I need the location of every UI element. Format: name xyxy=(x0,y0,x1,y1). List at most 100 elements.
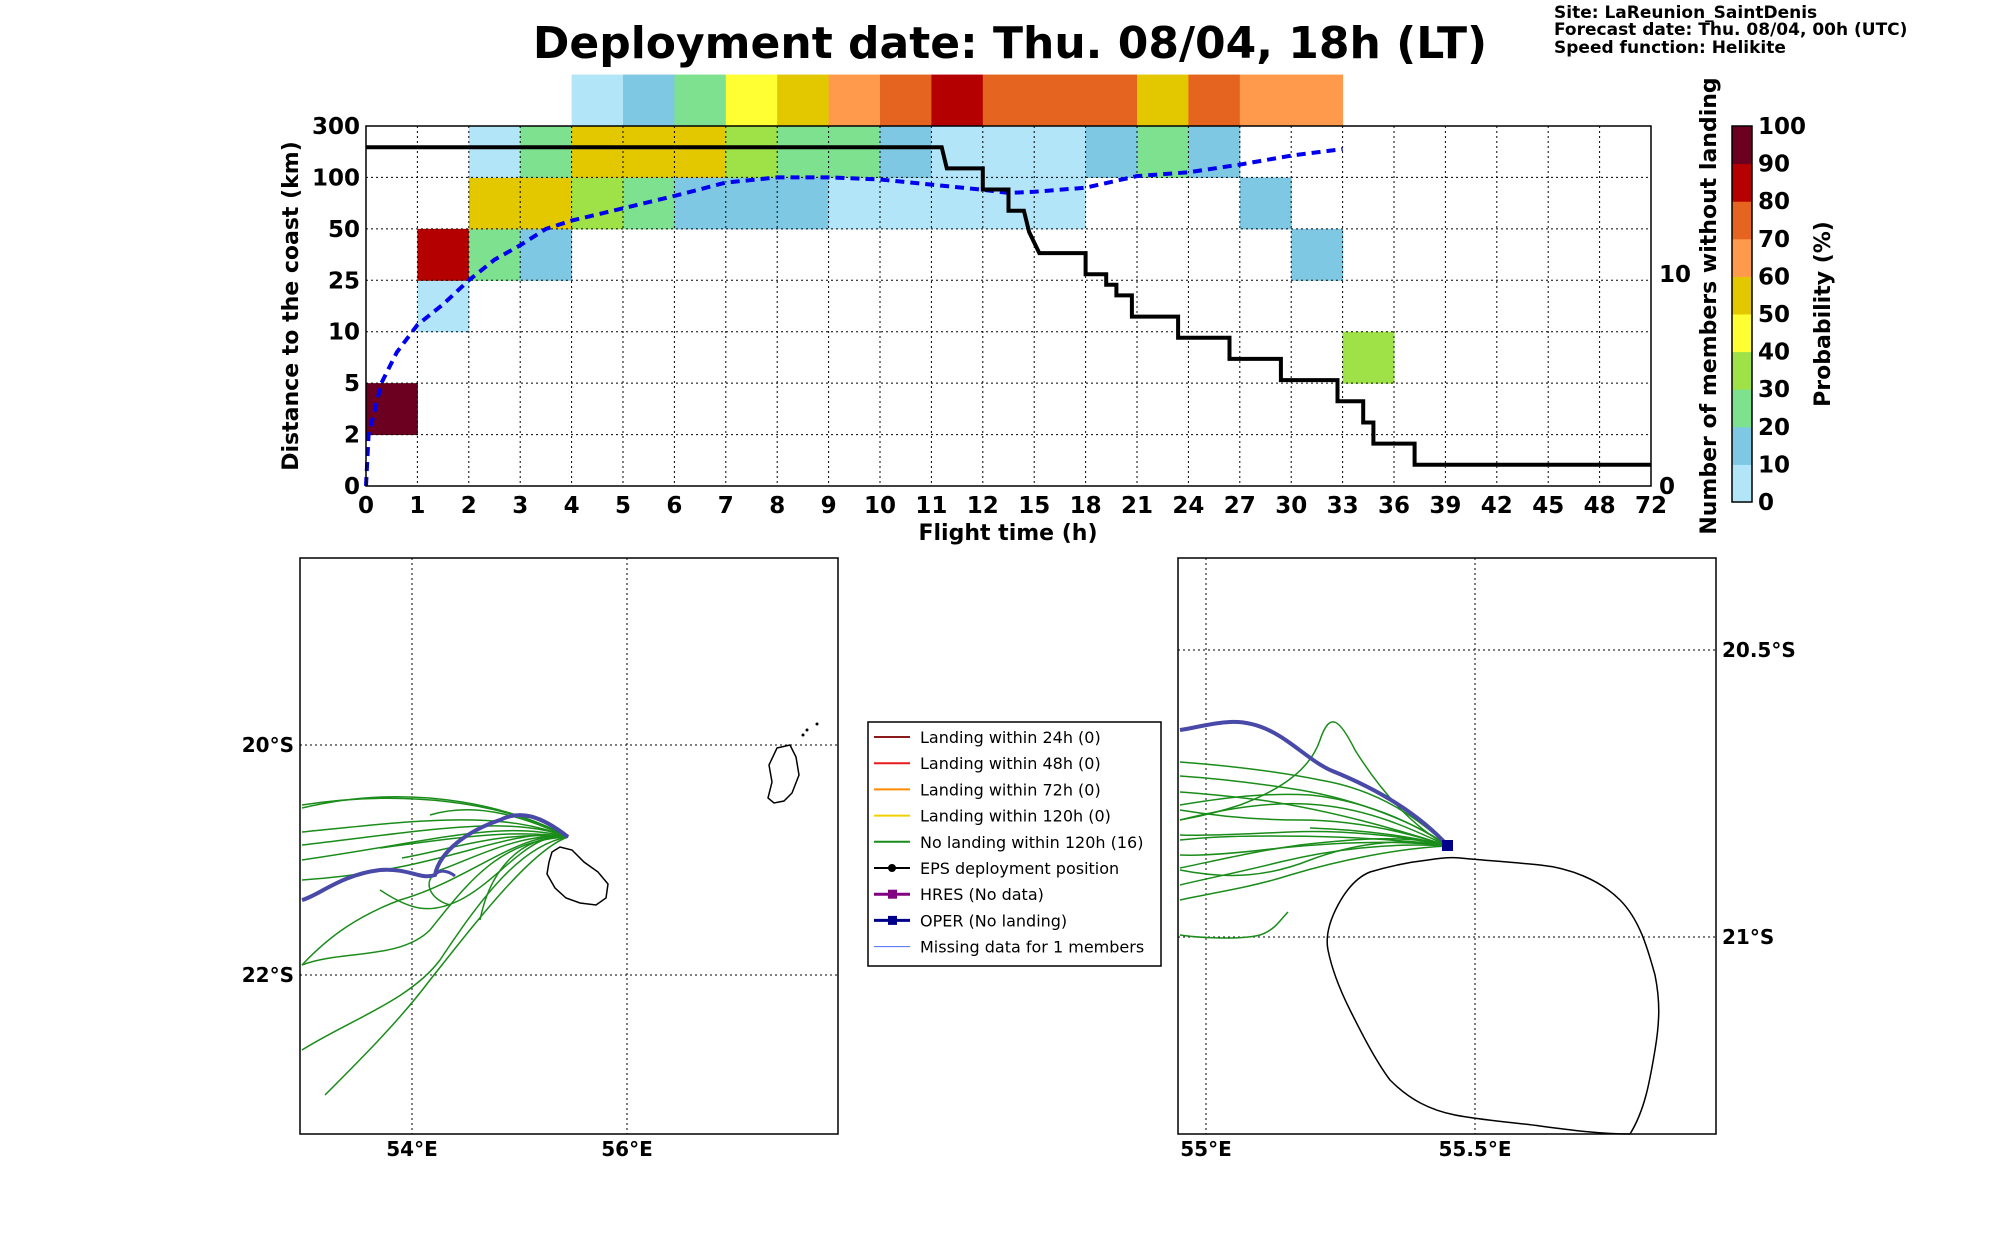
colorbar-tick-label: 100 xyxy=(1758,114,1806,140)
heatmap-cell xyxy=(1188,74,1241,127)
colorbar-bin xyxy=(1732,276,1752,315)
x-tick-label: 1 xyxy=(409,493,425,519)
x-tick-label: 27 xyxy=(1224,493,1256,519)
site-label: Site: LaReunion_SaintDenis xyxy=(1554,3,1817,23)
y-tick-label: 5 xyxy=(344,371,360,397)
x-tick-label: 72 xyxy=(1635,493,1667,519)
y2-tick-label: 10 xyxy=(1659,262,1691,288)
legend: Landing within 24h (0) Landing within 48h… xyxy=(867,721,1162,967)
heatmap-cell xyxy=(623,74,675,127)
colorbar-bin xyxy=(1732,464,1752,503)
heatmap-cell xyxy=(571,74,624,127)
heatmap-cell xyxy=(520,177,573,230)
heatmap-cell xyxy=(982,74,1035,127)
left-map-ensemble-tracks xyxy=(301,796,569,1096)
x-tick-label: 3 xyxy=(512,493,528,519)
heatmap-cell xyxy=(520,126,573,178)
heatmap-cell xyxy=(828,177,881,230)
heatmap-cell xyxy=(623,126,675,178)
islet-marker xyxy=(801,733,805,737)
figure-title: Deployment date: Thu. 08/04, 18h (LT) xyxy=(533,18,1487,69)
x-tick-label: 15 xyxy=(1018,493,1050,519)
heatmap-cell xyxy=(1239,177,1292,230)
right-map-ensemble-tracks xyxy=(1179,721,1449,939)
heatmap-cell xyxy=(982,126,1035,178)
heatmap-cell xyxy=(1137,74,1189,127)
right-map-lat-tick: 20.5°S xyxy=(1722,638,1796,662)
legend-label: HRES (No data) xyxy=(920,885,1044,904)
x-tick-label: 2 xyxy=(461,493,477,519)
heatmap-cell xyxy=(1137,126,1189,178)
colorbar: 0 10 20 30 40 50 60 70 80 90 100 Probability (%) xyxy=(1731,114,1836,516)
heatmap-cell xyxy=(468,126,521,178)
colorbar-tick-label: 10 xyxy=(1758,452,1790,478)
x-tick-label: 33 xyxy=(1327,493,1359,519)
colorbar-label: Probability (%) xyxy=(1811,221,1836,407)
left-map: 54°E 56°E 20°S 22°S xyxy=(242,557,839,1161)
legend-label: Landing within 24h (0) xyxy=(920,728,1101,747)
y-tick-label: 300 xyxy=(312,114,360,140)
x-tick-label: 36 xyxy=(1378,493,1410,519)
x-tick-label: 0 xyxy=(358,493,374,519)
heatmap-grid xyxy=(366,126,1651,486)
right-map-oper-track xyxy=(1179,719,1450,848)
islet-marker xyxy=(815,722,819,726)
right-map-lat-tick: 21°S xyxy=(1722,925,1774,949)
median-distance-line xyxy=(364,147,1343,487)
x-tick-label: 11 xyxy=(915,493,947,519)
right-map-gridlines xyxy=(1178,558,1716,1134)
colorbar-tick-labels: 0 10 20 30 40 50 60 70 80 90 100 xyxy=(1758,114,1806,516)
heatmap-cell xyxy=(1034,126,1087,178)
y2-tick-labels: 0 10 xyxy=(1659,262,1691,500)
x-tick-label: 48 xyxy=(1584,493,1616,519)
x-tick-label: 9 xyxy=(821,493,837,519)
heatmap-cell xyxy=(777,126,830,178)
heatmap-cell xyxy=(725,126,778,178)
heatmap-cells xyxy=(366,74,1395,436)
right-map-frame xyxy=(1177,557,1717,1135)
y-axis-label: Distance to the coast (km) xyxy=(279,141,304,471)
left-map-area xyxy=(300,558,838,1134)
forecast-date-label: Forecast date: Thu. 08/04, 00h (UTC) xyxy=(1554,20,1907,40)
oper-deployment-marker xyxy=(1442,840,1453,851)
heatmap-cell xyxy=(468,228,521,281)
x-tick-label: 7 xyxy=(718,493,734,519)
colorbar-bin xyxy=(1732,163,1752,202)
heatmap-frame xyxy=(365,125,1652,487)
x-tick-label: 10 xyxy=(864,493,896,519)
colorbar-tick-label: 40 xyxy=(1758,340,1790,366)
colorbar-bin xyxy=(1732,351,1752,390)
colorbar-tick-label: 50 xyxy=(1758,302,1790,328)
legend-marker xyxy=(888,864,896,872)
colorbar-bins xyxy=(1732,126,1752,503)
colorbar-bin xyxy=(1732,126,1752,165)
colorbar-frame xyxy=(1731,125,1753,503)
colorbar-bin xyxy=(1732,314,1752,353)
speed-function-label: Speed function: Helikite xyxy=(1554,38,1786,58)
legend-label: No landing within 120h (16) xyxy=(920,833,1143,852)
left-map-lat-tick: 20°S xyxy=(242,733,294,757)
legend-label: Missing data for 1 members xyxy=(920,938,1144,957)
x-tick-label: 6 xyxy=(666,493,682,519)
left-map-lon-tick: 56°E xyxy=(601,1137,653,1161)
legend-box xyxy=(867,721,1162,967)
heatmap-cell xyxy=(880,126,932,178)
heatmap-cell xyxy=(931,74,984,127)
left-map-frame xyxy=(299,557,839,1135)
y-tick-label: 100 xyxy=(312,165,360,191)
left-map-lon-tick: 54°E xyxy=(386,1137,438,1161)
x-tick-label: 45 xyxy=(1532,493,1564,519)
heatmap-cell xyxy=(571,126,624,178)
x-axis-label: Flight time (h) xyxy=(918,521,1097,546)
heatmap-cell xyxy=(468,177,521,230)
reunion-island-outline xyxy=(546,846,609,906)
colorbar-tick-label: 60 xyxy=(1758,264,1790,290)
heatmap-cell xyxy=(880,74,932,127)
left-map-gridlines xyxy=(300,558,838,1134)
heatmap-cell xyxy=(1239,74,1292,127)
left-map-lat-tick: 22°S xyxy=(242,963,294,987)
y-tick-label: 0 xyxy=(344,474,360,500)
y-tick-label: 10 xyxy=(328,320,360,346)
heatmap-cell xyxy=(1291,228,1344,281)
